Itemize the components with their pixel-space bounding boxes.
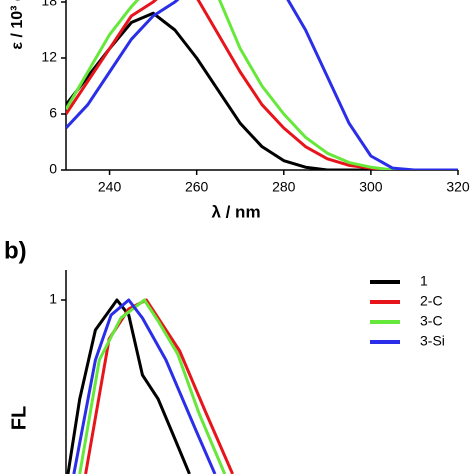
- line-series: [66, 0, 458, 170]
- x-tick-label: 300: [359, 179, 383, 195]
- y-tick-label: 1: [49, 291, 57, 307]
- legend-label: 1: [420, 273, 428, 289]
- line-series: [66, 11, 458, 170]
- y-tick-label: 0: [49, 161, 57, 177]
- x-tick-label: 280: [272, 179, 296, 195]
- legend-label: 2-C: [420, 293, 443, 309]
- line-series: [78, 298, 227, 474]
- line-series: [72, 298, 217, 474]
- panel-label: b): [4, 237, 27, 264]
- legend-label: 3-C: [420, 313, 443, 329]
- y-tick-label: 18: [41, 0, 57, 9]
- y-axis-label: ε / 10³ dm³ x mol⁻¹ cm⁻¹: [9, 0, 26, 50]
- x-axis-label: λ / nm: [211, 202, 260, 221]
- line-series: [66, 0, 458, 170]
- x-tick-label: 320: [446, 179, 470, 195]
- y-axis-label: FL: [8, 406, 30, 430]
- legend-label: 3-Si: [420, 333, 445, 349]
- y-tick-label: 12: [41, 49, 57, 65]
- x-tick-label: 260: [185, 179, 209, 195]
- line-series: [66, 298, 191, 474]
- x-tick-label: 240: [98, 179, 122, 195]
- y-tick-label: 6: [49, 105, 57, 121]
- line-series: [66, 0, 458, 170]
